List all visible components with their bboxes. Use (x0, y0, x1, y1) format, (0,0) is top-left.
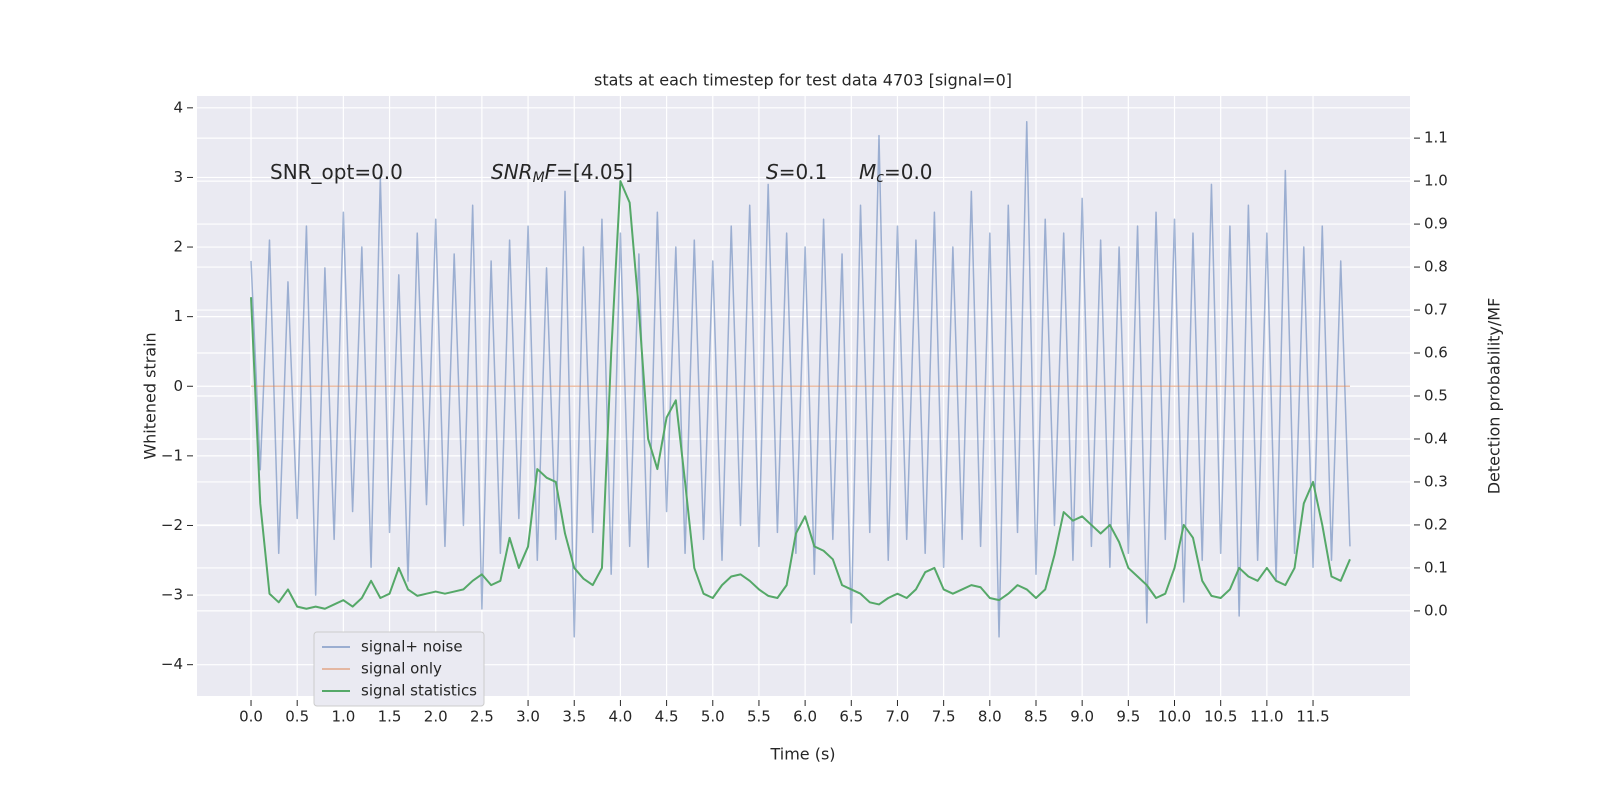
x-tick-label: 5.0 (701, 708, 725, 726)
x-tick-label: 4.0 (608, 708, 632, 726)
legend: signal+ noise signal only signal statistic… (313, 631, 485, 707)
x-tick-label: 3.5 (562, 708, 586, 726)
legend-label: signal statistics (361, 682, 477, 700)
annotation: Mc=0.0 (859, 160, 933, 187)
x-tick-label: 0.0 (239, 708, 263, 726)
y-axis-label: Whitened strain (141, 332, 160, 459)
y-tick-label: 3 (173, 168, 183, 186)
y2-tick-label: 0.8 (1424, 258, 1448, 276)
y-tick-label: 0 (173, 377, 183, 395)
y-tick-label: −3 (161, 586, 183, 604)
x-tick-label: 10.5 (1204, 708, 1237, 726)
annotation-part: M (533, 170, 545, 186)
y2-tick-label: 0.6 (1424, 344, 1448, 362)
x-tick-label: 6.5 (839, 708, 863, 726)
annotation: SNRMF=[4.05] (491, 160, 633, 187)
x-tick-label: 3.0 (516, 708, 540, 726)
annotation-part: F (545, 160, 557, 184)
y-tick-label: −4 (161, 655, 183, 673)
x-tick-label: 2.0 (424, 708, 448, 726)
chart-title: stats at each timestep for test data 470… (594, 71, 1012, 90)
x-tick-label: 10.0 (1158, 708, 1191, 726)
annotation-part: M (859, 160, 876, 184)
y2-tick-label: 0.9 (1424, 215, 1448, 233)
y2-tick-label: 0.0 (1424, 601, 1448, 619)
series-line (250, 121, 1351, 638)
annotation: S=0.1 (766, 160, 827, 184)
x-axis-label: Time (s) (769, 745, 835, 764)
y2-tick-label: 0.4 (1424, 429, 1448, 447)
annotation-part: c (876, 170, 884, 186)
annotation-part: SNR (491, 160, 533, 184)
y2-tick-label: 0.7 (1424, 301, 1448, 319)
x-tick-label: 11.5 (1296, 708, 1329, 726)
x-tick-label: 11.0 (1250, 708, 1283, 726)
x-tick-label: 7.5 (932, 708, 956, 726)
x-tick-label: 8.0 (978, 708, 1002, 726)
annotation-part: =[4.05] (556, 160, 633, 184)
x-tick-label: 9.0 (1070, 708, 1094, 726)
x-tick-label: 0.5 (285, 708, 309, 726)
legend-box (313, 631, 485, 707)
annotation-part: SNR_opt=0.0 (270, 160, 403, 184)
y2-tick-label: 0.3 (1424, 472, 1448, 490)
y2-tick-label: 1.1 (1424, 129, 1448, 147)
y-tick-label: 2 (173, 238, 183, 256)
y2-tick-label: 0.1 (1424, 558, 1448, 576)
x-tick-label: 1.0 (331, 708, 355, 726)
x-tick-label: 1.5 (378, 708, 402, 726)
annotation-part: =0.1 (779, 160, 828, 184)
x-tick-label: 6.0 (793, 708, 817, 726)
y-tick-label: 4 (173, 98, 183, 116)
legend-label: signal only (361, 660, 442, 678)
x-tick-label: 5.5 (747, 708, 771, 726)
y2-axis-label: Detection probability/MF (1485, 298, 1504, 495)
y-tick-label: −1 (161, 446, 183, 464)
x-tick-label: 2.5 (470, 708, 494, 726)
x-tick-label: 4.5 (655, 708, 679, 726)
annotation-part: S (766, 160, 779, 184)
annotation: SNR_opt=0.0 (270, 160, 403, 184)
series-line (250, 180, 1351, 610)
x-tick-label: 8.5 (1024, 708, 1048, 726)
y2-tick-label: 0.2 (1424, 515, 1448, 533)
y-tick-label: −2 (161, 516, 183, 534)
y2-tick-label: 1.0 (1424, 172, 1448, 190)
x-tick-label: 7.0 (886, 708, 910, 726)
y-tick-label: 1 (173, 307, 183, 325)
legend-label: signal+ noise (361, 638, 463, 656)
y2-tick-label: 0.5 (1424, 387, 1448, 405)
annotation-part: =0.0 (884, 160, 933, 184)
x-tick-label: 9.5 (1116, 708, 1140, 726)
